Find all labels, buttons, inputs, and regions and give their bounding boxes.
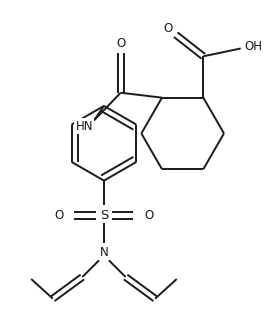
Text: O: O (145, 209, 154, 222)
Text: HN: HN (76, 120, 93, 133)
Text: OH: OH (244, 40, 262, 53)
Text: O: O (54, 209, 63, 222)
Text: O: O (116, 37, 125, 50)
Text: O: O (163, 22, 173, 35)
Text: N: N (100, 246, 108, 259)
Text: S: S (100, 209, 108, 222)
